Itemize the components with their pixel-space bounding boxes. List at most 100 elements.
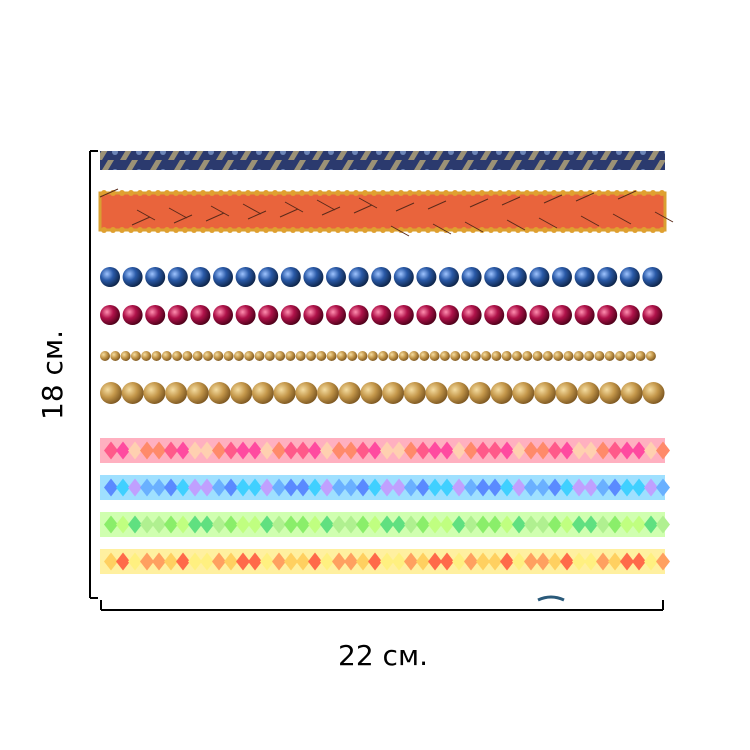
diamond bbox=[620, 515, 634, 534]
crack bbox=[427, 200, 447, 210]
crack bbox=[99, 188, 119, 198]
scallop bbox=[578, 190, 584, 196]
diamond bbox=[248, 552, 262, 571]
diamond bbox=[392, 441, 406, 460]
diamond bbox=[560, 515, 574, 534]
diamond bbox=[392, 478, 406, 497]
crack bbox=[358, 197, 378, 209]
bead bbox=[642, 305, 663, 325]
diamond bbox=[644, 478, 658, 497]
bead bbox=[213, 305, 233, 325]
diamond bbox=[380, 552, 394, 571]
bead bbox=[552, 305, 572, 325]
diamond bbox=[488, 515, 502, 534]
scallop bbox=[506, 190, 512, 196]
bead bbox=[393, 305, 414, 325]
bead bbox=[273, 382, 296, 404]
scallop bbox=[614, 227, 620, 233]
crack bbox=[168, 207, 188, 219]
diamond bbox=[476, 515, 490, 534]
bead bbox=[145, 267, 166, 287]
scallop bbox=[263, 227, 269, 233]
diamond bbox=[464, 478, 478, 497]
bead bbox=[357, 351, 368, 361]
diamond bbox=[176, 441, 190, 460]
diamond bbox=[320, 478, 334, 497]
diamond bbox=[308, 515, 322, 534]
scallop bbox=[128, 190, 134, 196]
diamond bbox=[368, 515, 382, 534]
scallop bbox=[191, 190, 197, 196]
bead bbox=[419, 351, 430, 361]
diamond bbox=[224, 478, 238, 497]
bead bbox=[460, 351, 471, 361]
diamond bbox=[116, 552, 130, 571]
bead bbox=[167, 267, 188, 287]
diamond bbox=[428, 552, 442, 571]
scallop bbox=[200, 227, 206, 233]
scallop bbox=[155, 227, 161, 233]
scallop bbox=[434, 190, 440, 196]
bead bbox=[367, 351, 378, 361]
scallop bbox=[560, 190, 566, 196]
diamond bbox=[596, 552, 610, 571]
diamond bbox=[380, 515, 394, 534]
diamond bbox=[500, 515, 514, 534]
diamond bbox=[176, 515, 190, 534]
crack bbox=[617, 190, 637, 200]
bead bbox=[574, 267, 595, 287]
patterned-strip bbox=[100, 151, 665, 170]
diamond bbox=[368, 552, 382, 571]
bead bbox=[577, 382, 600, 404]
scallop bbox=[560, 227, 566, 233]
diamond bbox=[308, 478, 322, 497]
scallop bbox=[182, 227, 188, 233]
diamond bbox=[272, 478, 286, 497]
diamond bbox=[212, 515, 226, 534]
scallop bbox=[596, 190, 602, 196]
diamond bbox=[104, 515, 118, 534]
scallop bbox=[425, 190, 431, 196]
crack bbox=[205, 212, 225, 222]
scallop bbox=[407, 227, 413, 233]
bead bbox=[190, 267, 211, 287]
diamond bbox=[428, 441, 442, 460]
bead bbox=[371, 305, 392, 325]
bead bbox=[555, 382, 578, 404]
bead bbox=[484, 267, 505, 287]
diamond bbox=[188, 552, 202, 571]
diamond bbox=[332, 441, 346, 460]
diamond bbox=[584, 552, 598, 571]
scallop bbox=[299, 190, 305, 196]
scallop bbox=[272, 190, 278, 196]
diamond bbox=[320, 552, 334, 571]
diamond bbox=[608, 515, 622, 534]
diamond bbox=[260, 515, 274, 534]
scallop bbox=[353, 227, 359, 233]
crack bbox=[506, 219, 526, 231]
scallop bbox=[362, 227, 368, 233]
scallop bbox=[272, 227, 278, 233]
diamond bbox=[536, 552, 550, 571]
bead bbox=[100, 382, 122, 404]
scallop bbox=[497, 190, 503, 196]
diamond bbox=[380, 441, 394, 460]
scallop bbox=[569, 227, 575, 233]
diamond bbox=[128, 552, 142, 571]
diamond bbox=[524, 552, 538, 571]
diamond bbox=[440, 441, 454, 460]
bead bbox=[285, 351, 296, 361]
bead bbox=[619, 305, 640, 325]
diamond bbox=[440, 478, 454, 497]
scallop bbox=[101, 227, 107, 233]
bead bbox=[306, 351, 316, 361]
bead bbox=[481, 351, 492, 361]
bead bbox=[501, 351, 512, 361]
bead bbox=[120, 351, 131, 361]
diamond bbox=[488, 478, 502, 497]
diamond bbox=[332, 515, 346, 534]
diamond bbox=[404, 478, 418, 497]
scallop bbox=[119, 190, 125, 196]
bead bbox=[529, 305, 550, 325]
scallop bbox=[470, 227, 476, 233]
